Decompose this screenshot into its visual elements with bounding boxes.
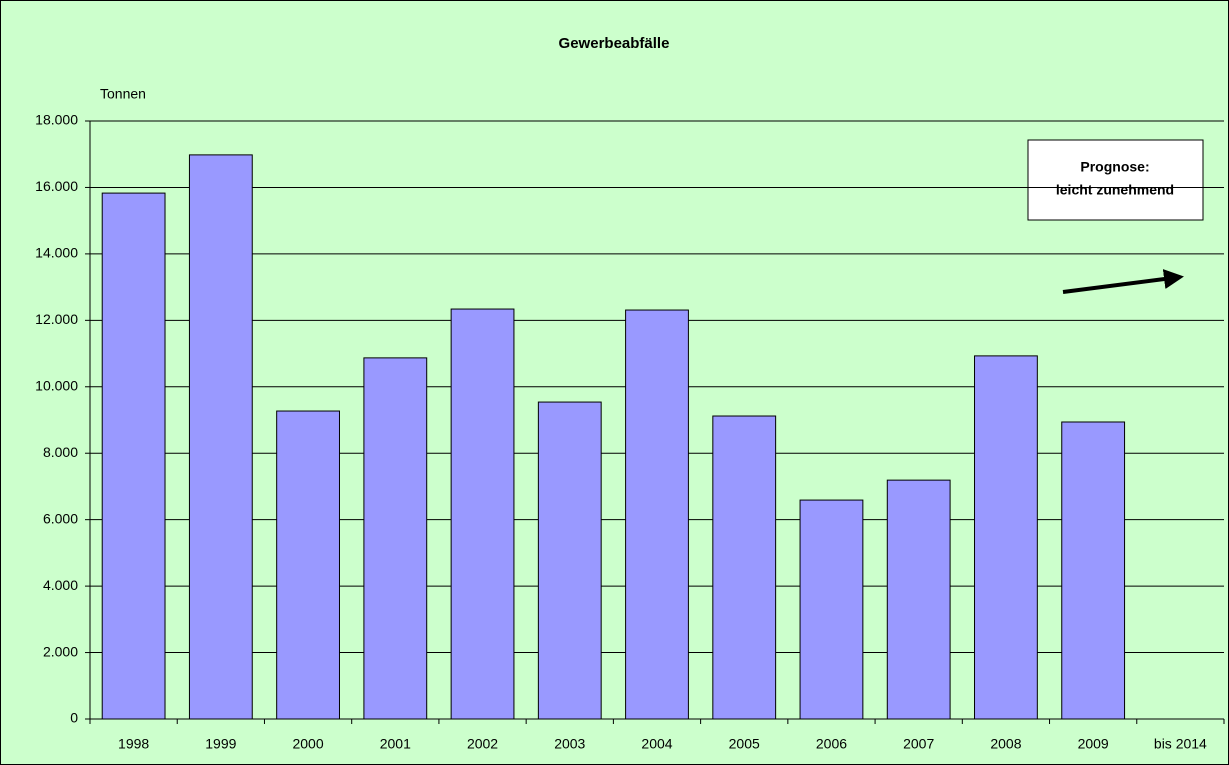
x-tick-label: 2000 — [292, 736, 323, 752]
y-tick-label: 4.000 — [43, 577, 78, 593]
x-tick-label: 2008 — [990, 736, 1021, 752]
bar — [101, 192, 166, 720]
y-tick-label: 6.000 — [43, 510, 78, 526]
x-tick-label: 2006 — [816, 736, 847, 752]
x-tick-label: 1998 — [118, 736, 149, 752]
chart-title: Gewerbeabfälle — [559, 35, 670, 52]
x-tick-label: 1999 — [205, 736, 236, 752]
bar — [712, 415, 777, 720]
x-tick-label: 2002 — [467, 736, 498, 752]
bar — [886, 479, 951, 720]
bar — [188, 154, 253, 720]
y-tick-label: 18.000 — [35, 112, 78, 128]
x-tick-label: 2001 — [380, 736, 411, 752]
bar — [276, 410, 340, 720]
annotation: Prognose: — [1080, 159, 1149, 175]
y-tick-label: 8.000 — [43, 444, 78, 460]
x-tick-label: bis 2014 — [1154, 736, 1207, 752]
trend-arrow — [1062, 269, 1184, 294]
x-tick-label: 2005 — [729, 736, 760, 752]
x-tick-label: 2003 — [554, 736, 585, 752]
bar — [450, 308, 515, 720]
y-tick-label: 12.000 — [35, 311, 78, 327]
x-tick-label: 2004 — [641, 736, 672, 752]
y-tick-label: 2.000 — [43, 643, 78, 659]
annotation-box — [1027, 139, 1204, 221]
bar — [974, 355, 1038, 720]
bar — [625, 309, 689, 720]
x-tick-label: 2007 — [903, 736, 934, 752]
annotation: leicht zunehmend — [1056, 182, 1174, 198]
y-tick-label: 14.000 — [35, 245, 78, 261]
y-tick-label: 0 — [70, 710, 78, 726]
y-tick-label: 10.000 — [35, 377, 78, 393]
bar — [537, 401, 602, 720]
y-tick-label: 16.000 — [35, 178, 78, 194]
bar — [1061, 421, 1126, 720]
bar — [363, 357, 428, 720]
bar — [799, 499, 864, 720]
x-tick-label: 2009 — [1078, 736, 1109, 752]
y-axis-label: Tonnen — [100, 86, 146, 102]
